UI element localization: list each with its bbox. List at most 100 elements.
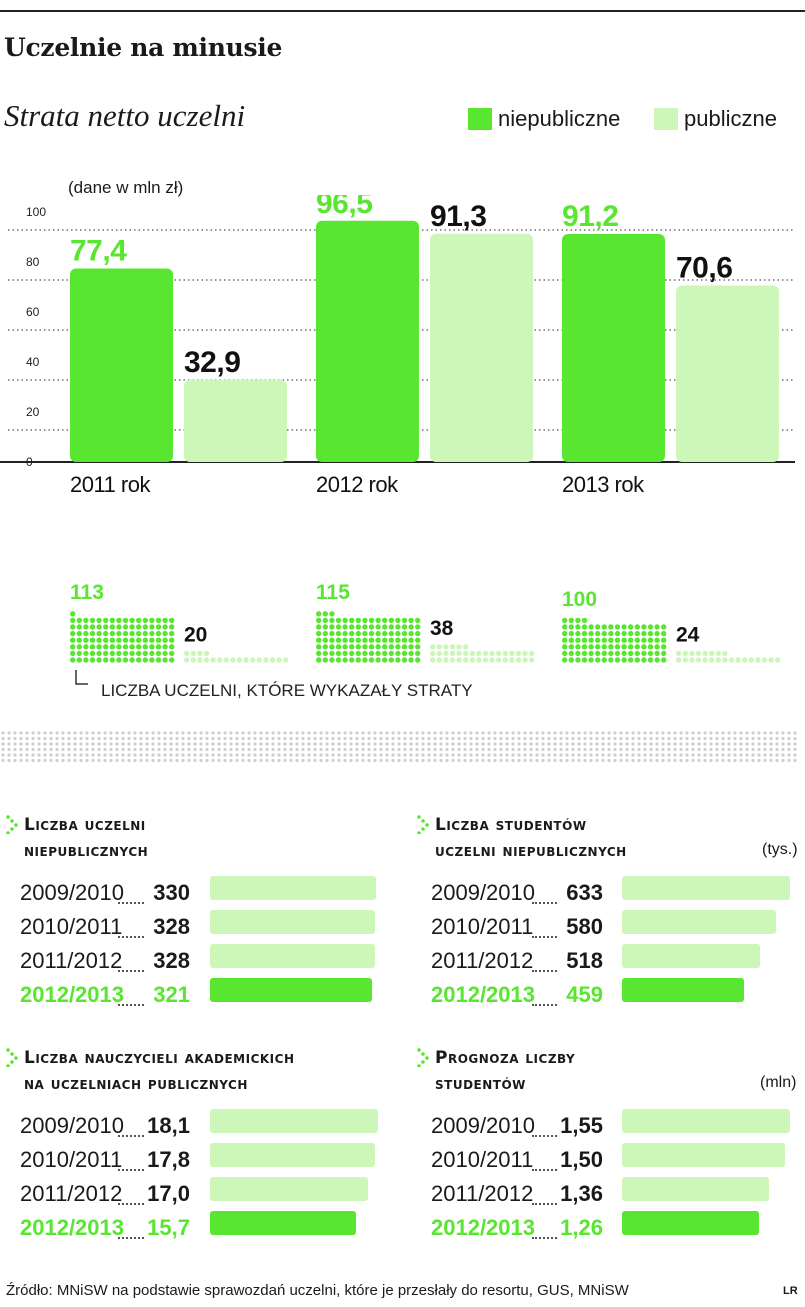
panel-title: Liczba studentów uczelni niepublicznych bbox=[435, 812, 627, 864]
separator-dot bbox=[265, 753, 269, 757]
separator-dot bbox=[25, 736, 29, 741]
separator-dot bbox=[397, 753, 401, 757]
row-year: 2009/2010 bbox=[431, 1113, 535, 1138]
separator-dot bbox=[115, 747, 119, 752]
separator-dot bbox=[295, 747, 299, 752]
separator-dot bbox=[355, 747, 359, 752]
leader-dots bbox=[118, 1177, 144, 1205]
leader-dots bbox=[118, 876, 144, 904]
dot-niepubliczne bbox=[621, 637, 627, 643]
separator-dot bbox=[541, 731, 545, 735]
separator-dot bbox=[559, 736, 563, 741]
separator-dot bbox=[217, 742, 221, 746]
separator-dot bbox=[457, 758, 461, 763]
separator-dot bbox=[235, 742, 239, 746]
dot-niepubliczne bbox=[155, 624, 162, 630]
dot-niepubliczne bbox=[136, 617, 142, 624]
separator-dot bbox=[19, 742, 23, 746]
separator-dot bbox=[721, 758, 725, 763]
dot-niepubliczne bbox=[647, 650, 654, 657]
dot-niepubliczne bbox=[575, 637, 581, 643]
separator-dot bbox=[583, 731, 587, 735]
separator-dot bbox=[379, 731, 383, 735]
separator-dot bbox=[577, 731, 581, 735]
separator-dot bbox=[235, 753, 239, 757]
dot-niepubliczne bbox=[89, 637, 96, 643]
separator-dot bbox=[367, 736, 371, 741]
row-bar bbox=[622, 978, 744, 1002]
separator-dot bbox=[109, 753, 113, 757]
separator-dot bbox=[7, 758, 11, 763]
separator-dot bbox=[103, 753, 107, 757]
separator-dot bbox=[331, 736, 335, 741]
separator-dot bbox=[229, 753, 233, 757]
separator-dot bbox=[397, 731, 401, 735]
separator-dot bbox=[13, 758, 17, 763]
separator-dot bbox=[469, 753, 473, 757]
separator-dot bbox=[217, 753, 221, 757]
dot-niepubliczne bbox=[329, 644, 335, 650]
dot-niepubliczne bbox=[408, 644, 414, 650]
dot-niepubliczne bbox=[588, 650, 594, 657]
row-year: 2012/2013 bbox=[431, 982, 535, 1007]
dot-niepubliczne bbox=[349, 637, 355, 643]
separator-dot bbox=[247, 747, 251, 752]
dot-niepubliczne bbox=[395, 644, 401, 650]
dot-niepubliczne bbox=[562, 617, 568, 624]
separator-dot bbox=[7, 731, 11, 735]
dot-niepubliczne bbox=[349, 657, 355, 663]
separator-dot bbox=[733, 736, 737, 741]
separator-dot bbox=[691, 742, 695, 746]
separator-dot bbox=[301, 753, 305, 757]
separator-dot bbox=[553, 731, 557, 735]
dot-niepubliczne bbox=[129, 657, 135, 663]
dot-niepubliczne bbox=[608, 624, 614, 630]
separator-dot bbox=[19, 736, 23, 741]
separator-dot bbox=[463, 742, 467, 746]
dot-niepubliczne bbox=[588, 644, 594, 650]
separator-dot bbox=[319, 753, 323, 757]
dot-niepubliczne bbox=[355, 617, 361, 624]
separator-dot bbox=[655, 747, 659, 752]
separator-dot bbox=[397, 758, 401, 763]
row-value: 17,0 bbox=[147, 1181, 190, 1206]
dot-publiczne bbox=[203, 650, 210, 657]
separator-dot bbox=[595, 747, 599, 752]
separator-dot bbox=[415, 753, 419, 757]
leader-dots bbox=[532, 1143, 557, 1171]
separator-dot bbox=[25, 731, 29, 735]
separator-dot bbox=[25, 753, 29, 757]
dot-niepubliczne bbox=[169, 644, 175, 650]
dot-publiczne bbox=[755, 657, 761, 663]
separator-dot bbox=[679, 731, 683, 735]
dot-niepubliczne bbox=[76, 650, 83, 657]
separator-dot bbox=[43, 742, 47, 746]
separator-dot bbox=[475, 742, 479, 746]
dot-niepubliczne bbox=[83, 644, 89, 650]
separator-dot bbox=[187, 753, 191, 757]
separator-dot bbox=[229, 747, 233, 752]
dot-publiczne bbox=[515, 650, 522, 657]
separator-dot bbox=[313, 758, 317, 763]
dot-niepubliczne bbox=[661, 624, 667, 630]
dot-publiczne bbox=[522, 650, 528, 657]
separator-dot bbox=[523, 736, 527, 741]
dot-niepubliczne bbox=[169, 637, 175, 643]
separator-dot bbox=[775, 758, 779, 763]
separator-dot bbox=[415, 747, 419, 752]
separator-dot bbox=[199, 742, 203, 746]
separator-dot bbox=[193, 747, 197, 752]
panel-title-line2: niepublicznych bbox=[24, 841, 149, 861]
dot-niepubliczne bbox=[654, 624, 660, 630]
separator-dot bbox=[565, 747, 569, 752]
separator-dot bbox=[433, 758, 437, 763]
separator-dot bbox=[127, 736, 131, 741]
dot-publiczne bbox=[709, 657, 715, 663]
separator-dot bbox=[487, 736, 491, 741]
separator-dot bbox=[505, 747, 509, 752]
separator-dot bbox=[445, 731, 449, 735]
dot-niepubliczne bbox=[408, 630, 414, 637]
row-bar bbox=[210, 910, 375, 934]
separator-dot bbox=[397, 742, 401, 746]
row-value: 18,1 bbox=[147, 1113, 190, 1138]
